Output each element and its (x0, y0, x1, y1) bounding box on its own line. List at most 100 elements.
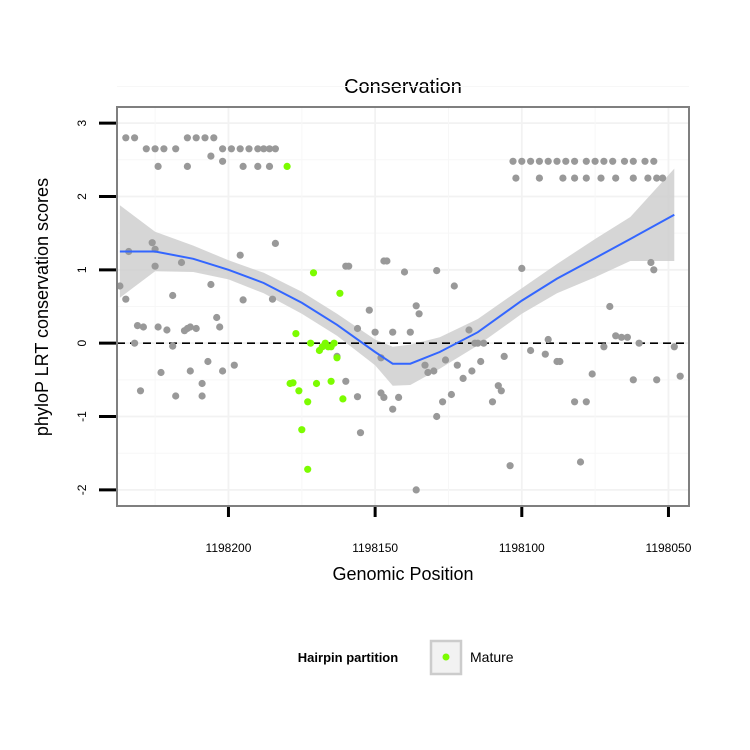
y-tick-label: 1 (75, 266, 89, 273)
point-other (509, 157, 517, 165)
x-axis: 1198200 1198150 1198100 1198050 (206, 507, 692, 555)
point-other (201, 134, 209, 142)
point-other (544, 335, 552, 344)
point-other (157, 368, 165, 377)
point-mature (339, 395, 347, 403)
point-other (447, 390, 455, 399)
point-other (254, 145, 262, 153)
point-other (169, 291, 177, 300)
point-other (576, 458, 585, 466)
point-other (192, 324, 200, 333)
point-other (207, 280, 215, 289)
point-other (254, 162, 262, 170)
y-tick-label: 2 (75, 193, 89, 200)
smooth-line (119, 213, 675, 365)
point-other (433, 267, 441, 275)
point-other (154, 162, 162, 170)
point-other (151, 262, 159, 270)
point-other (380, 393, 388, 401)
point-other (474, 339, 482, 347)
point-other (653, 376, 661, 384)
point-other (659, 174, 667, 182)
point-other (236, 251, 244, 259)
point-other (600, 343, 608, 351)
scatter-points (116, 134, 684, 494)
point-other (213, 313, 221, 322)
point-other (424, 368, 432, 377)
point-other (183, 162, 191, 170)
point-other (535, 157, 544, 165)
point-other (265, 145, 274, 153)
point-other (465, 326, 473, 334)
point-other (647, 258, 655, 267)
point-other (477, 357, 485, 366)
y-tick-label: -2 (75, 484, 89, 495)
point-mature (307, 339, 315, 347)
point-other (216, 323, 224, 331)
point-other (606, 302, 614, 311)
point-other (239, 162, 247, 170)
point-other (406, 328, 414, 336)
point-mature (295, 387, 303, 395)
point-other (395, 393, 403, 401)
point-other (518, 157, 526, 165)
point-other (676, 372, 684, 380)
point-other (562, 157, 570, 165)
point-mature (336, 289, 344, 297)
point-other (617, 333, 626, 341)
point-other (207, 152, 215, 160)
point-other (353, 324, 362, 333)
point-other (512, 174, 520, 182)
point-other (629, 174, 637, 182)
plot-border (116, 106, 690, 507)
y-tick-label: 0 (75, 340, 89, 347)
point-other (650, 157, 658, 165)
point-other (468, 367, 476, 375)
point-other (116, 282, 124, 290)
point-other (644, 174, 652, 182)
point-other (433, 412, 441, 421)
point-mature (327, 377, 335, 385)
point-other (160, 145, 168, 153)
point-other (169, 342, 177, 350)
point-other (629, 376, 637, 384)
legend-title: Hairpin partition (298, 650, 398, 665)
point-other (389, 405, 397, 413)
point-mature (289, 379, 297, 387)
legend-entry-mature: Mature (470, 649, 514, 665)
point-other (353, 393, 362, 401)
point-other (172, 392, 180, 400)
point-other (345, 262, 353, 270)
y-tick-label: -1 (75, 411, 89, 422)
x-tick-label: 1198200 (206, 541, 252, 555)
point-other (163, 326, 171, 334)
point-other (506, 462, 514, 470)
point-other (142, 145, 150, 153)
point-other (268, 295, 277, 303)
point-other (133, 322, 142, 330)
point-other (653, 174, 661, 182)
point-other (136, 387, 145, 395)
point-other (186, 367, 194, 375)
point-other (265, 162, 274, 170)
point-mature (333, 354, 341, 362)
point-other (553, 157, 561, 165)
x-tick-label: 1198150 (352, 541, 398, 555)
point-other (131, 339, 139, 347)
point-mature (292, 330, 300, 338)
point-other (198, 392, 206, 400)
point-other (227, 145, 235, 153)
point-other (591, 157, 599, 165)
point-other (582, 174, 590, 182)
point-other (154, 323, 162, 331)
point-mature (330, 339, 338, 347)
point-other (122, 134, 130, 142)
point-other (139, 323, 147, 331)
point-mature (298, 426, 306, 434)
point-other (480, 339, 488, 347)
point-other (650, 266, 658, 274)
point-other (219, 367, 227, 375)
point-other (571, 174, 579, 182)
point-other (453, 361, 461, 369)
y-axis-label: phyloP LRT conservation scores (32, 178, 52, 436)
